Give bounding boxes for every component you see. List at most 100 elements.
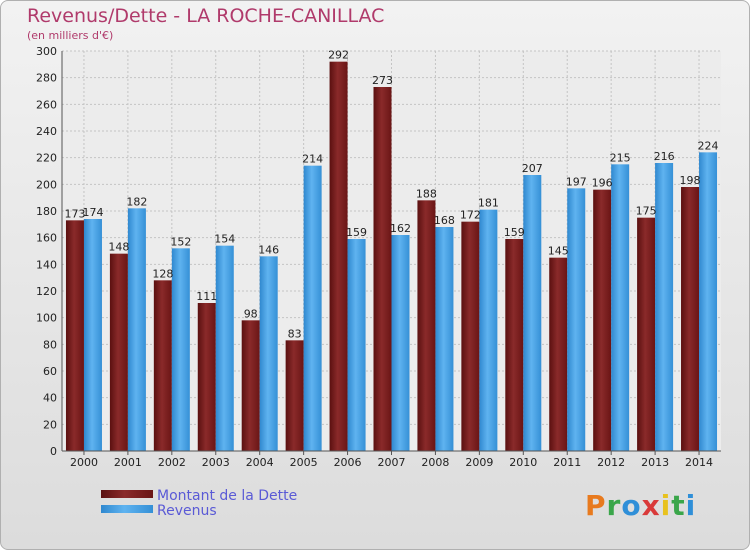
data-label-revenus: 154 [214, 233, 235, 246]
data-label-dette: 196 [592, 177, 613, 190]
bar-dette [109, 253, 128, 451]
bar-revenus [435, 227, 454, 451]
y-tick-label: 80 [43, 338, 57, 351]
legend-swatch-revenus [101, 505, 153, 513]
chart-title: Revenus/Dette - LA ROCHE-CANILLAC [27, 5, 385, 27]
bar-dette [285, 340, 304, 451]
y-tick-label: 60 [43, 365, 57, 378]
legend: Montant de la Dette Revenus [101, 488, 297, 519]
bar-dette [153, 280, 172, 451]
x-tick-label: 2007 [378, 456, 406, 469]
bar-revenus [127, 208, 146, 451]
data-label-revenus: 224 [698, 139, 719, 152]
bar-revenus [347, 239, 366, 451]
data-label-dette: 188 [416, 187, 437, 200]
data-label-revenus: 174 [82, 206, 103, 219]
data-label-dette: 83 [288, 327, 302, 340]
data-label-revenus: 159 [346, 226, 367, 239]
data-label-dette: 159 [504, 226, 525, 239]
x-tick-label: 2014 [685, 456, 713, 469]
y-tick-label: 160 [36, 232, 57, 245]
y-tick-label: 140 [36, 258, 57, 271]
data-label-dette: 198 [680, 174, 701, 187]
proxiti-logo: Proxiti [585, 489, 697, 522]
bar-revenus [215, 245, 234, 451]
y-tick-label: 280 [36, 72, 57, 85]
x-tick-label: 2004 [246, 456, 274, 469]
data-label-dette: 111 [196, 290, 217, 303]
bar-revenus [479, 209, 498, 451]
data-label-revenus: 182 [126, 195, 147, 208]
data-label-revenus: 207 [522, 162, 543, 175]
bar-dette [241, 320, 260, 451]
bar-dette [505, 239, 524, 451]
bar-dette [329, 61, 348, 452]
data-label-revenus: 162 [390, 222, 411, 235]
x-tick-label: 2001 [114, 456, 142, 469]
bar-revenus [303, 165, 322, 451]
bar-revenus [699, 152, 718, 452]
data-label-revenus: 215 [610, 151, 631, 164]
bar-revenus [655, 163, 674, 451]
data-label-revenus: 181 [478, 197, 499, 210]
data-label-dette: 173 [64, 207, 85, 220]
bar-revenus [391, 235, 410, 451]
bar-revenus [171, 248, 190, 451]
legend-label-dette: Montant de la Dette [157, 488, 297, 504]
y-tick-label: 240 [36, 125, 57, 138]
data-label-revenus: 168 [434, 214, 455, 227]
bar-dette [373, 87, 392, 451]
bar-dette [549, 257, 568, 451]
y-tick-label: 0 [50, 445, 57, 458]
bar-dette [65, 220, 84, 451]
legend-swatch-dette [101, 490, 153, 498]
bar-dette [681, 187, 700, 451]
y-tick-label: 220 [36, 152, 57, 165]
legend-label-revenus: Revenus [157, 503, 217, 519]
x-tick-label: 2013 [641, 456, 669, 469]
x-tick-label: 2003 [202, 456, 230, 469]
y-tick-label: 180 [36, 205, 57, 218]
data-label-dette: 172 [460, 209, 481, 222]
x-tick-label: 2006 [334, 456, 362, 469]
data-label-revenus: 146 [258, 243, 279, 256]
bar-dette [637, 217, 656, 451]
data-label-dette: 128 [152, 267, 173, 280]
data-label-revenus: 214 [302, 153, 323, 166]
y-tick-label: 300 [36, 45, 57, 58]
bar-dette [417, 200, 436, 451]
y-tick-label: 20 [43, 418, 57, 431]
bar-revenus [259, 256, 278, 451]
data-label-dette: 148 [108, 241, 129, 254]
y-tick-label: 260 [36, 98, 57, 111]
x-tick-label: 2012 [597, 456, 625, 469]
x-tick-label: 2011 [553, 456, 581, 469]
bar-revenus [611, 164, 630, 452]
bar-revenus [523, 175, 542, 451]
y-tick-label: 100 [36, 312, 57, 325]
data-label-dette: 98 [244, 307, 258, 320]
chart-subtitle: (en milliers d'€) [27, 29, 114, 42]
data-label-revenus: 216 [654, 150, 675, 163]
bar-revenus [83, 219, 102, 451]
x-tick-label: 2010 [509, 456, 537, 469]
y-tick-label: 120 [36, 285, 57, 298]
x-tick-label: 2002 [158, 456, 186, 469]
x-tick-label: 2009 [465, 456, 493, 469]
y-tick-label: 200 [36, 178, 57, 191]
bar-dette [461, 221, 480, 451]
bar-dette [197, 303, 216, 451]
data-label-dette: 175 [636, 205, 657, 218]
data-label-revenus: 197 [566, 175, 587, 188]
data-label-revenus: 152 [170, 235, 191, 248]
bar-revenus [567, 188, 586, 452]
x-tick-label: 2000 [70, 456, 98, 469]
data-label-dette: 292 [328, 49, 349, 62]
y-tick-label: 40 [43, 392, 57, 405]
data-label-dette: 273 [372, 74, 393, 87]
x-tick-label: 2005 [290, 456, 318, 469]
data-label-dette: 145 [548, 245, 569, 258]
bar-dette [593, 189, 612, 451]
